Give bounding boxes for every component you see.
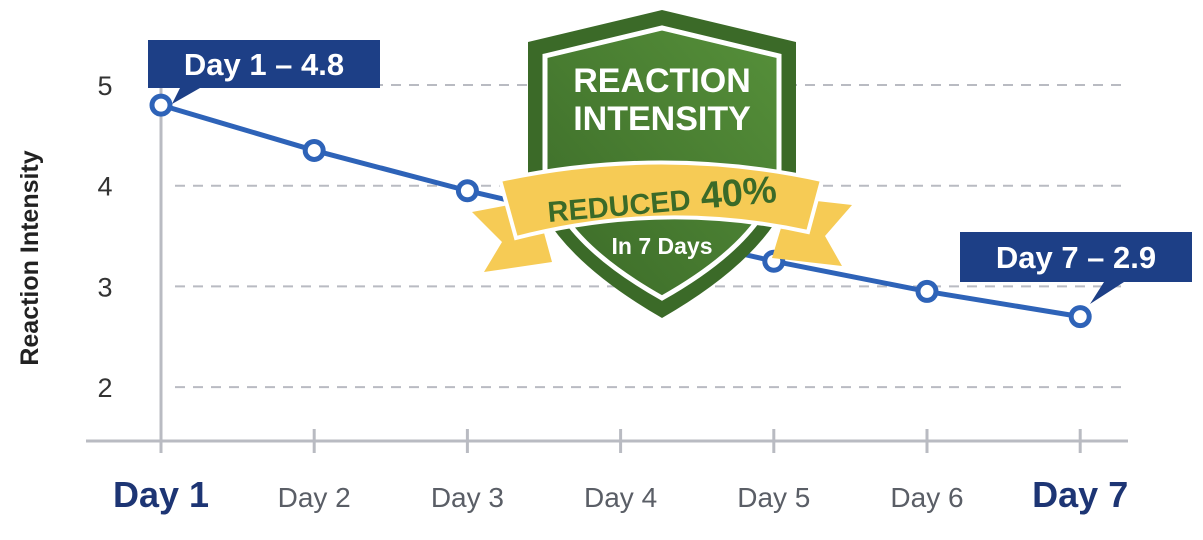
axes [86,79,1128,453]
y-tick-label: 3 [97,272,112,302]
ribbon-value: 40% [699,169,778,217]
y-tick-labels: 2 3 4 5 [97,71,112,403]
y-tick-label: 5 [97,71,112,101]
x-tick-label: Day 5 [737,482,810,513]
annotation-day7: Day 7 – 2.9 [960,232,1192,304]
data-point [455,179,479,203]
annotation-day1: Day 1 – 4.8 [148,40,380,104]
badge-line1: REACTION [573,62,751,100]
badge-subtext: In 7 Days [612,233,713,259]
x-tick-label: Day 7 [1032,474,1128,515]
annotation-day1-text: Day 1 – 4.8 [184,47,344,82]
data-point [149,93,173,117]
data-point [915,279,939,303]
x-tick-label: Day 2 [278,482,351,513]
badge-line2: INTENSITY [573,100,751,138]
reduction-badge: REACTION INTENSITY REDUCED 40% In 7 Days [472,10,852,318]
annotation-day7-text: Day 7 – 2.9 [996,240,1156,275]
x-tick-labels: Day 1 Day 2 Day 3 Day 4 Day 5 Day 6 Day 7 [113,474,1128,515]
x-tick-label: Day 1 [113,474,209,515]
y-tick-label: 4 [97,172,112,202]
x-tick-label: Day 3 [431,482,504,513]
data-point [1068,305,1092,329]
data-point [302,138,326,162]
y-axis-label: Reaction Intensity [16,150,44,365]
ribbon [497,160,825,241]
x-tick-label: Day 4 [584,482,657,513]
y-tick-label: 2 [97,373,112,403]
x-tick-label: Day 6 [890,482,963,513]
